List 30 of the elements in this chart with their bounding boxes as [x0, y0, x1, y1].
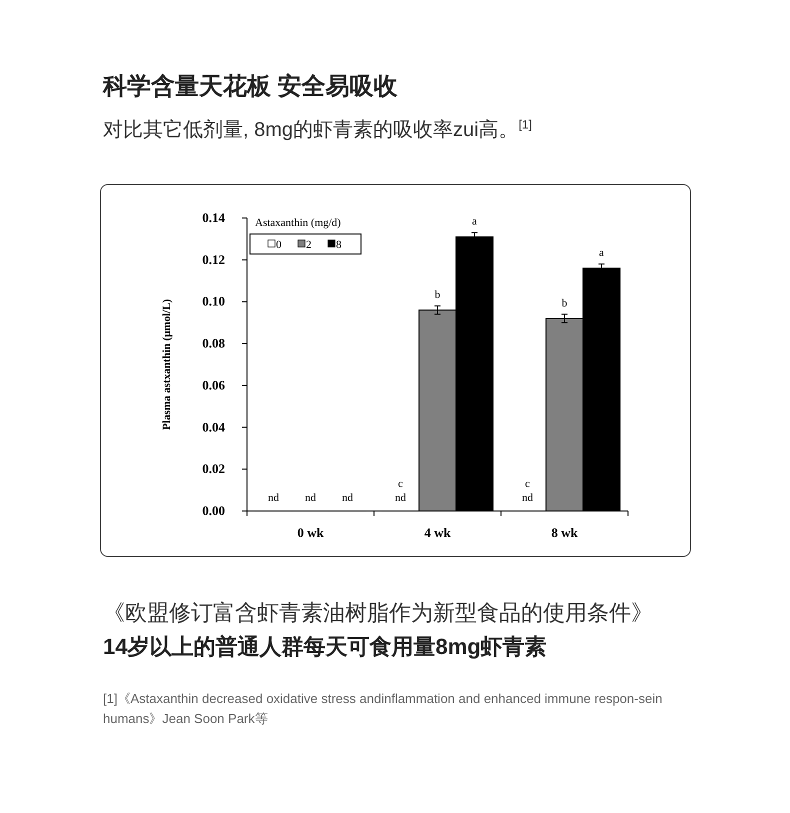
y-tick-label: 0.06 [202, 377, 226, 392]
text: 《欧盟修订富含虾青素油树脂作为新型食品的使用条件》 [103, 599, 653, 627]
y-tick-label: 0.02 [202, 461, 225, 476]
data-label: a [472, 216, 478, 228]
legend-label: 8 [336, 239, 342, 251]
data-label: b [434, 288, 441, 301]
data-label: nd [268, 492, 280, 504]
text: 14岁以上的普通人群每天可食用量8mg虾青素 [103, 633, 547, 661]
y-tick-label: 0.14 [202, 210, 226, 225]
y-tick-label: 0.00 [202, 503, 225, 518]
y-tick-label: 0.12 [202, 252, 225, 267]
data-label: a [599, 247, 604, 260]
x-tick-label: 4 wk [424, 525, 452, 540]
y-tick-label: 0.10 [202, 294, 225, 309]
data-label: c nd [395, 478, 406, 504]
data-label: c nd [522, 478, 534, 504]
data-label: b [562, 297, 568, 310]
data-label: nd [342, 492, 354, 504]
legend-label: 0 [276, 239, 282, 251]
y-tick-label: 0.04 [202, 419, 226, 434]
data-label: nd [305, 492, 316, 504]
y-axis-title: Plasma astxanthin (μmol/L) [161, 298, 173, 430]
x-tick-label: 0 wk [297, 525, 324, 540]
y-tick-label: 0.08 [202, 336, 226, 351]
chart-title: 科学含量天花板 安全易吸收 [103, 72, 398, 102]
text: [1]《Astaxanthin decreased oxidative stress andinflammation and enhanced immune respon-sein humans》Jean Soon Park等 [103, 690, 664, 728]
legend-title: Astaxanthin (mg/d) [255, 217, 342, 229]
chart-subtitle: 对比其它低剂量, 8mg的虾青素的吸收率zui高。$^{[1]}$ [103, 116, 532, 143]
legend-label: 2 [306, 239, 312, 251]
x-tick-label: 8 wk [551, 525, 578, 540]
